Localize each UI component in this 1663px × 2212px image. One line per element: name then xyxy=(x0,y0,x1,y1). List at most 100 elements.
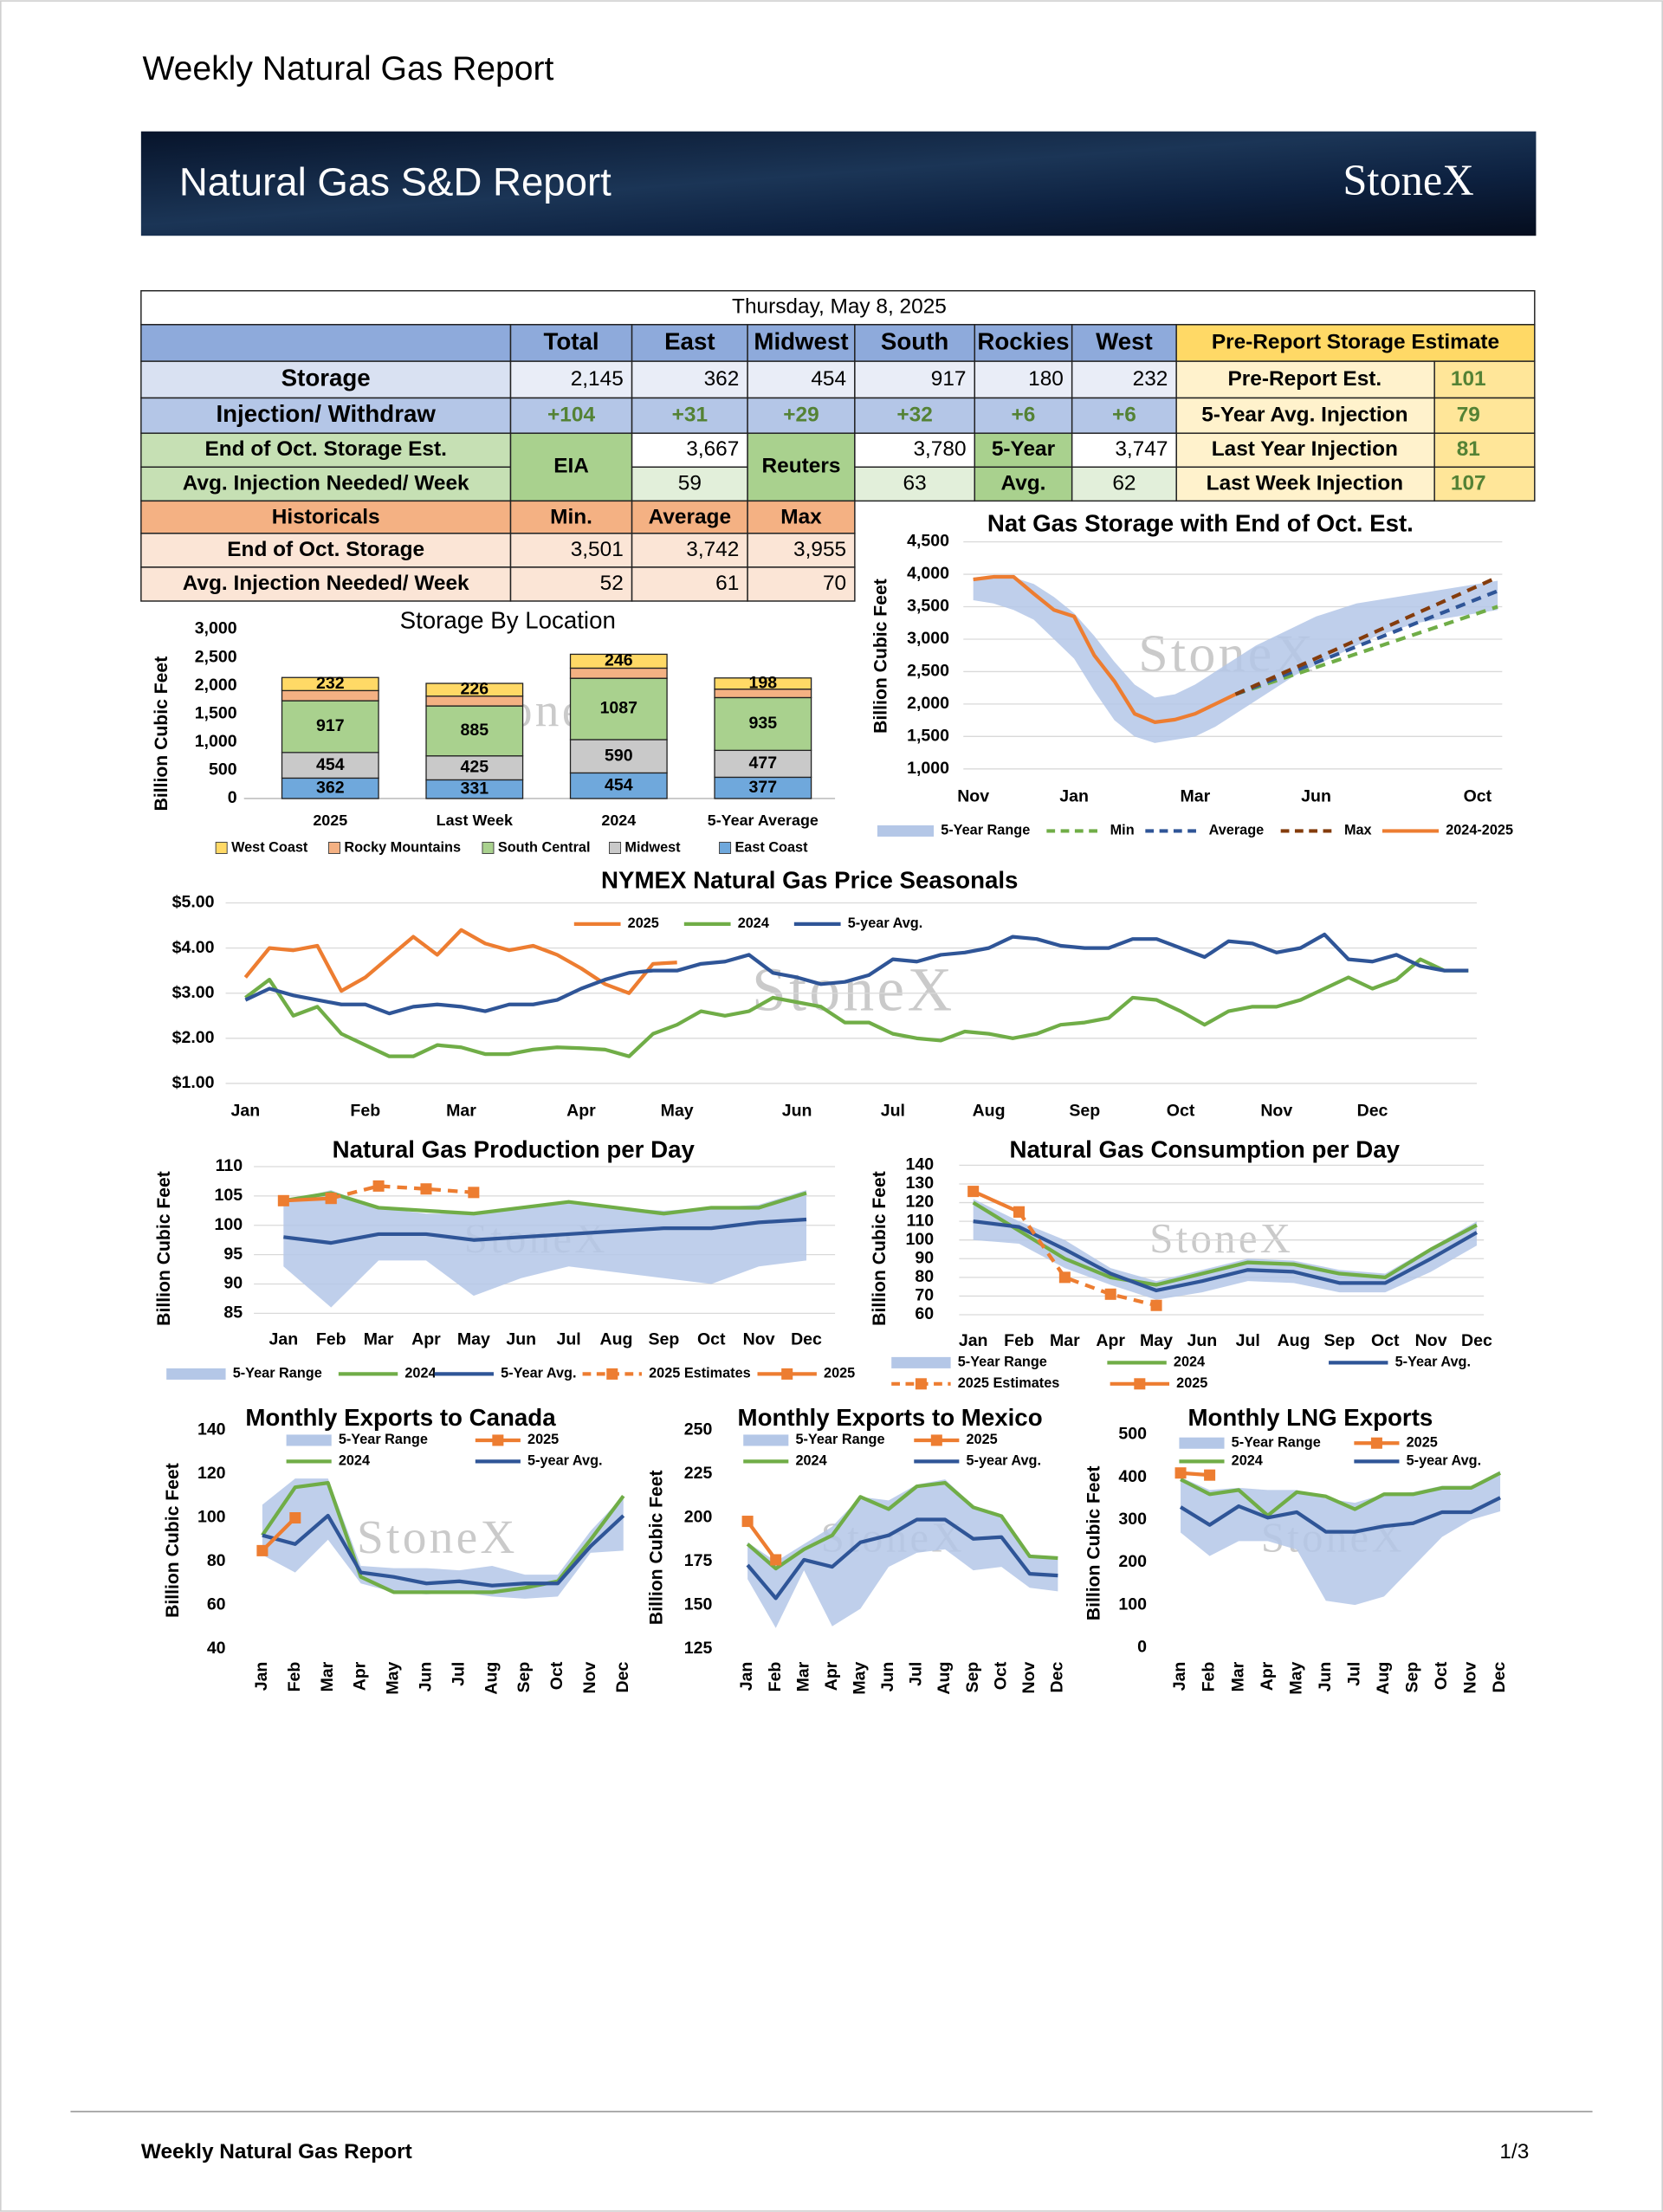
estimate-value: 101 xyxy=(1451,367,1486,391)
x-tick-label: May xyxy=(1140,1331,1173,1350)
y-tick-label: 1,500 xyxy=(907,726,949,745)
point-marker xyxy=(1104,1288,1116,1300)
x-tick-label: Oct xyxy=(1464,787,1492,806)
cell-value: 2,145 xyxy=(571,367,624,391)
bar-segment xyxy=(714,696,812,752)
x-tick-label: Aug xyxy=(600,1329,633,1349)
x-tick-label: Dec xyxy=(791,1329,822,1349)
legend-label: Rocky Mountains xyxy=(344,839,461,855)
x-tick-label: Sep xyxy=(1403,1662,1422,1693)
x-tick-label: Oct xyxy=(697,1329,726,1349)
table-cell xyxy=(854,360,976,399)
legend-label: 2025 xyxy=(1407,1435,1438,1451)
legend-label: East Coast xyxy=(734,839,808,855)
table-cell xyxy=(509,397,633,434)
series-line xyxy=(262,1513,625,1588)
legend-label: Max xyxy=(1344,823,1372,838)
source-injection: 63 xyxy=(903,471,927,495)
legend-label: 2025 xyxy=(967,1432,998,1447)
y-tick-label: 0 xyxy=(1137,1637,1147,1656)
series-line xyxy=(1179,1496,1502,1534)
x-tick-label: Feb xyxy=(285,1662,304,1692)
historicals-column: Max xyxy=(780,505,822,528)
legend-label: 5-year Avg. xyxy=(967,1453,1042,1469)
y-tick-label: 400 xyxy=(1118,1467,1147,1486)
point-marker xyxy=(741,1516,754,1528)
x-tick-label: Dec xyxy=(1461,1331,1492,1350)
x-tick-label: May xyxy=(661,1102,694,1121)
column-header: West xyxy=(1096,327,1153,354)
y-tick-label: 1,000 xyxy=(195,732,237,751)
x-tick-label: Sep xyxy=(514,1662,534,1693)
historicals-row-label: Avg. Injection Needed/ Week xyxy=(183,572,469,595)
series-line xyxy=(746,1517,1058,1601)
table-cell xyxy=(1175,360,1435,399)
page-number: 1/3 xyxy=(1499,2140,1529,2163)
y-axis-label: Billion Cubic Feet xyxy=(154,1171,174,1326)
point-marker xyxy=(770,1554,782,1566)
watermark: StoneX xyxy=(357,1510,518,1563)
y-tick-label: 1,000 xyxy=(907,759,949,778)
x-tick-label: May xyxy=(1286,1661,1305,1694)
historicals-value: 61 xyxy=(715,572,739,595)
table-cell xyxy=(1175,324,1536,362)
point-marker xyxy=(1058,1271,1071,1284)
data-label: 246 xyxy=(605,651,633,670)
y-tick-label: 225 xyxy=(684,1464,713,1483)
chart-title: Nat Gas Storage with End of Oct. Est. xyxy=(987,509,1414,536)
x-tick-label: Jan xyxy=(231,1102,261,1121)
x-tick-label: Jul xyxy=(449,1662,468,1686)
footer-title: Weekly Natural Gas Report xyxy=(141,2140,412,2163)
watermark: StoneX xyxy=(752,955,954,1024)
legend-label: 5-Year Range xyxy=(339,1432,428,1447)
point-marker xyxy=(967,1186,980,1198)
x-tick-label: Jun xyxy=(417,1662,436,1692)
x-tick-label: Nov xyxy=(1415,1331,1447,1350)
bar-segment xyxy=(425,682,524,697)
table-cell xyxy=(974,466,1073,502)
data-label: 454 xyxy=(316,755,345,774)
row-label: Storage xyxy=(281,365,371,391)
bar-segment xyxy=(569,653,668,669)
legend-label: 2025 xyxy=(1176,1375,1207,1391)
table-cell xyxy=(509,566,633,602)
cell-value: +6 xyxy=(1112,403,1136,426)
x-tick-label: Jun xyxy=(782,1102,812,1121)
x-tick-label: Apr xyxy=(1258,1661,1277,1691)
table-cell xyxy=(747,397,856,434)
table-cell xyxy=(1175,397,1435,434)
y-tick-label: 3,000 xyxy=(907,629,949,648)
table-cell xyxy=(1433,397,1536,434)
series-line xyxy=(244,957,1469,1058)
point-marker xyxy=(468,1187,480,1199)
x-tick-label: Apr xyxy=(566,1102,596,1121)
legend-swatch xyxy=(482,841,495,854)
data-label: 935 xyxy=(749,714,778,733)
range-band xyxy=(747,1479,1058,1628)
series-line xyxy=(244,932,1469,1016)
y-tick-label: 1,500 xyxy=(195,703,237,722)
point-marker xyxy=(1174,1467,1187,1479)
y-tick-label: 105 xyxy=(215,1186,243,1205)
estimate-value: 107 xyxy=(1451,471,1486,495)
y-tick-label: 175 xyxy=(684,1551,713,1570)
cell-value: +31 xyxy=(672,403,708,426)
x-tick-label: Apr xyxy=(351,1661,370,1691)
historicals-value: 3,742 xyxy=(686,538,739,561)
source-name: EIA xyxy=(553,455,589,478)
legend-marker xyxy=(1134,1378,1146,1390)
legend-swatch xyxy=(743,1434,789,1446)
y-tick-label: 100 xyxy=(905,1230,934,1249)
eoo-label: End of Oct. Storage Est. xyxy=(205,437,447,461)
legend-swatch xyxy=(609,841,622,854)
legend-label: 2024 xyxy=(1174,1355,1205,1370)
x-tick-label: Aug xyxy=(973,1102,1006,1121)
table-cell xyxy=(1175,432,1435,469)
legend-label: 2024 xyxy=(339,1453,370,1469)
data-label: 917 xyxy=(316,716,345,735)
y-tick-label: 90 xyxy=(915,1248,934,1267)
legend-label: South Central xyxy=(498,839,591,855)
legend-label: 2024 xyxy=(738,915,769,931)
legend-label: Midwest xyxy=(624,839,681,855)
